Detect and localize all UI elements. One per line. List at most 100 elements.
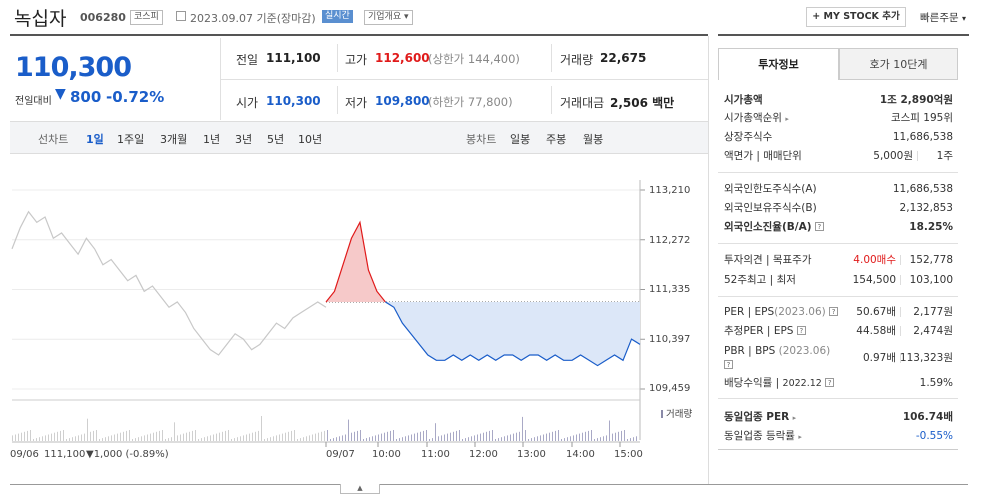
volume-bar	[72, 437, 73, 441]
volume-bar	[282, 433, 283, 441]
help-icon[interactable]: ?	[814, 222, 824, 231]
x-tick-label: 11:00	[421, 449, 450, 460]
help-icon[interactable]: ?	[796, 326, 806, 335]
volume-bar	[12, 435, 13, 441]
per-date: (2023.06)	[774, 306, 826, 318]
period-monthly[interactable]: 월봉	[583, 133, 604, 146]
market-badge: 코스피	[130, 10, 163, 25]
period-weekly[interactable]: 주봉	[546, 133, 567, 146]
quote-col-divider-3	[337, 86, 338, 114]
help-icon[interactable]: ?	[724, 360, 733, 369]
volume-bar	[444, 434, 445, 441]
pbr-date: (2023.06)	[778, 345, 831, 357]
period-bar	[10, 121, 708, 154]
realtime-badge[interactable]: 실시간	[322, 10, 353, 23]
volume-bar	[354, 431, 355, 441]
down-area	[385, 301, 640, 366]
quote-col-divider-1	[337, 44, 338, 72]
volume-bar	[153, 432, 154, 441]
volume-bar	[513, 433, 514, 441]
volume-bar	[402, 437, 403, 441]
current-price: 110,300	[15, 52, 132, 83]
volume-bar	[594, 439, 595, 441]
volume-bar	[18, 433, 19, 441]
volume-bar	[69, 438, 70, 441]
volume-bar	[318, 432, 319, 441]
volume-bar	[366, 438, 367, 441]
volume-bar	[552, 431, 553, 441]
volume-bar	[360, 430, 361, 441]
volume-bar	[240, 436, 241, 441]
chevron-up-icon: ▲	[357, 484, 363, 492]
volume-bar	[60, 430, 61, 441]
volume-bar	[36, 438, 37, 441]
volume-bar	[528, 439, 529, 441]
target-label: 목표주가	[772, 254, 812, 266]
target-value: 152,778	[909, 254, 953, 266]
row-rank: 시가총액순위 ▸ 코스피 195위	[724, 110, 953, 126]
row-shares: 상장주식수 11,686,538	[724, 129, 953, 145]
arrow-icon: ▸	[792, 414, 797, 422]
prev-close-value: 111,100	[266, 51, 321, 65]
row-sector-per[interactable]: 동일업종 PER ▸ 106.74배	[724, 409, 953, 425]
period-3y[interactable]: 3년	[235, 133, 253, 146]
x-tick-label: 09/07	[326, 449, 355, 460]
row-foreign-hold: 외국인보유주식수(B) 2,132,853	[724, 200, 953, 216]
company-overview-dropdown[interactable]: 기업개요 ▾	[364, 10, 413, 25]
per-value: 50.67배	[856, 306, 896, 318]
tab-investment-info[interactable]: 투자정보	[718, 48, 839, 80]
shares-label: 상장주식수	[724, 131, 773, 143]
period-10y[interactable]: 10년	[298, 133, 323, 146]
row-sector-change[interactable]: 동일업종 등락률 ▸ -0.55%	[724, 428, 953, 444]
volume-bar	[210, 435, 211, 441]
amount-value: 2,506 백만	[610, 96, 675, 110]
volume-bar	[219, 432, 220, 441]
volume-bar	[231, 439, 232, 441]
help-icon[interactable]: ?	[829, 307, 839, 316]
volume-bar	[357, 430, 358, 441]
volume-bar	[261, 416, 262, 441]
volume-bar	[390, 430, 391, 441]
side-divider	[718, 172, 958, 173]
eps-label: EPS	[754, 306, 775, 318]
arrow-icon: ▸	[785, 115, 789, 123]
help-icon[interactable]: ?	[825, 378, 835, 387]
volume-label: 거래량	[560, 53, 594, 67]
volume-bar	[630, 438, 631, 441]
lower-limit: (하한가 77,800)	[428, 95, 513, 109]
high-value: 112,600	[375, 51, 430, 65]
volume-bar	[171, 437, 172, 441]
period-3m[interactable]: 3개월	[160, 133, 188, 146]
period-daily[interactable]: 일봉	[510, 133, 531, 146]
volume-bar	[588, 430, 589, 441]
collapse-button[interactable]: ▲	[340, 484, 380, 494]
volume-bar	[417, 432, 418, 441]
volume-bar	[495, 439, 496, 441]
down-arrow-icon: ▼	[55, 86, 66, 102]
volume-bar	[615, 432, 616, 441]
volume-bar	[138, 437, 139, 441]
volume-bar	[135, 438, 136, 441]
tab-orderbook[interactable]: 호가 10단계	[839, 48, 958, 80]
quick-order-link[interactable]: 빠른주문 ▾	[920, 10, 966, 25]
volume-value: 22,675	[600, 51, 647, 65]
row-opinion: 투자의견 | 목표주가 4.00매수 152,778	[724, 254, 953, 266]
rank-label: 시가총액순위	[724, 112, 782, 124]
volume-bar	[33, 439, 34, 441]
market-cap-value: 1조 2,890억원	[879, 94, 953, 106]
period-1d[interactable]: 1일	[86, 133, 104, 146]
volume-bar	[63, 430, 64, 441]
quote-row-divider	[220, 79, 708, 80]
period-1y[interactable]: 1년	[203, 133, 221, 146]
volume-bar	[558, 430, 559, 441]
volume-bar	[603, 436, 604, 441]
period-5y[interactable]: 5년	[267, 133, 285, 146]
my-stock-button[interactable]: + MY STOCK 추가	[806, 7, 906, 27]
volume-bar	[27, 430, 28, 441]
dividend-label: 배당수익률	[724, 377, 773, 389]
volume-bar	[567, 437, 568, 441]
volume-bar	[258, 430, 259, 441]
volume-bar	[237, 437, 238, 441]
est-eps-label: EPS	[773, 325, 794, 337]
period-1w[interactable]: 1주일	[117, 133, 145, 146]
